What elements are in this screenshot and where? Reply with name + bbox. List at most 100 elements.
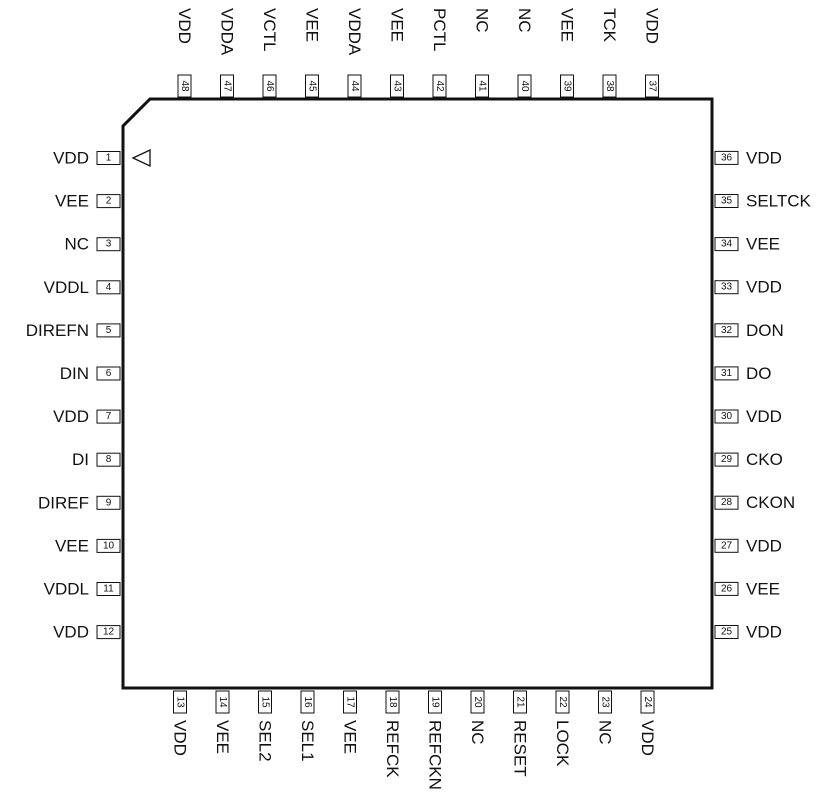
pin-box bbox=[390, 74, 404, 98]
pin-box bbox=[475, 74, 489, 98]
pin-number: 10 bbox=[103, 540, 115, 551]
pin-label: VDD bbox=[746, 148, 782, 167]
pin-box bbox=[96, 151, 121, 165]
pin-label: VDD bbox=[53, 623, 89, 642]
pin-number: 11 bbox=[103, 584, 114, 595]
pin-number: 46 bbox=[264, 80, 275, 92]
pin-label: VDD bbox=[53, 149, 89, 168]
pin-box bbox=[714, 323, 739, 338]
pin-box bbox=[645, 74, 659, 98]
pin-label: DIREFN bbox=[26, 321, 89, 340]
pin-label: REFCKN bbox=[426, 720, 445, 790]
pin-label: VEE bbox=[558, 8, 577, 42]
pin-label: DIREF bbox=[38, 493, 89, 512]
pins-group: 1 VDD 2 VEE 3 NC 4 VDDL 5 DIREFN 6 DIN 7 VDD 8 DI 9 DIREF… bbox=[26, 8, 812, 790]
pin-number: 45 bbox=[307, 80, 318, 92]
pin-label: NC bbox=[515, 8, 534, 33]
pin-box bbox=[96, 538, 121, 553]
pin-label: VDD bbox=[746, 536, 782, 555]
pin-number: 42 bbox=[434, 80, 445, 92]
pin-box bbox=[96, 323, 121, 338]
pin-number: 23 bbox=[600, 696, 611, 708]
pin-label: VEE bbox=[388, 8, 407, 42]
pin-number: 29 bbox=[721, 454, 733, 465]
pin-label: TCK bbox=[600, 8, 619, 43]
pin-box bbox=[385, 690, 400, 714]
pin-label: NC bbox=[473, 8, 492, 33]
pin-box bbox=[714, 366, 739, 381]
pin-box bbox=[215, 690, 230, 714]
pin-box bbox=[432, 74, 447, 98]
pin-number: 1 bbox=[106, 153, 112, 164]
pin-number: 18 bbox=[387, 696, 398, 708]
pin-label: DON bbox=[746, 321, 784, 340]
pin-number: 38 bbox=[604, 80, 615, 92]
pin-box bbox=[598, 690, 612, 714]
pin-label: VEE bbox=[55, 536, 89, 555]
pin-label: VDD bbox=[746, 278, 782, 297]
pin-number: 12 bbox=[103, 627, 115, 638]
pin-label: SEL2 bbox=[256, 720, 275, 762]
pin-box bbox=[96, 409, 121, 424]
pin-label: VDD bbox=[175, 8, 194, 44]
pin-number: 30 bbox=[721, 411, 733, 422]
pin-number: 22 bbox=[557, 696, 568, 708]
pin-label: VCTL bbox=[260, 8, 279, 51]
pin-number: 40 bbox=[519, 80, 530, 92]
pin-label: DI bbox=[72, 450, 89, 469]
pin-box bbox=[470, 690, 485, 714]
pin-label: CKO bbox=[746, 450, 783, 469]
pin-number: 19 bbox=[430, 696, 441, 708]
pin-box bbox=[714, 625, 739, 639]
pin-label: VEE bbox=[341, 720, 360, 754]
pin-number: 34 bbox=[721, 239, 733, 250]
pin-label: VDDL bbox=[44, 278, 89, 297]
pin-label: VDD bbox=[53, 407, 89, 426]
pin-label: NC bbox=[596, 720, 615, 745]
pin-box bbox=[640, 690, 655, 714]
pin-label: VDDL bbox=[44, 580, 89, 599]
pin-box bbox=[96, 366, 121, 381]
pin-label: REFCK bbox=[383, 720, 402, 778]
pin-box bbox=[714, 495, 739, 510]
pin-box bbox=[513, 690, 527, 714]
pin-number: 26 bbox=[721, 583, 733, 594]
pin-box bbox=[714, 150, 739, 165]
pin-box bbox=[602, 74, 617, 98]
pin-box bbox=[428, 690, 442, 714]
pin-box bbox=[714, 538, 739, 553]
pin-box bbox=[177, 74, 192, 98]
pin-box bbox=[517, 74, 532, 98]
pin-label: VDD bbox=[746, 407, 782, 426]
pin-label: VDDA bbox=[218, 8, 237, 56]
pin-number: 25 bbox=[721, 627, 733, 638]
pin-box bbox=[714, 194, 739, 208]
pin-number: 9 bbox=[106, 497, 112, 508]
pin-number: 3 bbox=[106, 239, 112, 250]
pin-number: 4 bbox=[106, 282, 112, 293]
pin-box bbox=[714, 237, 739, 252]
pin-number: 5 bbox=[106, 325, 112, 336]
pin-box bbox=[305, 74, 319, 98]
pin-number: 20 bbox=[472, 696, 483, 708]
pin-label: SELTCK bbox=[746, 192, 812, 211]
pin-label: PCTL bbox=[430, 8, 449, 51]
pin-number: 17 bbox=[345, 696, 356, 708]
pin-number: 36 bbox=[721, 152, 733, 163]
pin-number: 43 bbox=[392, 80, 403, 92]
pin-number: 13 bbox=[175, 696, 186, 708]
pin-label: NC bbox=[468, 720, 487, 745]
pin-box bbox=[343, 690, 357, 714]
pin-number: 31 bbox=[721, 368, 733, 379]
pin-label: RESET bbox=[511, 720, 530, 777]
pin1-marker-icon bbox=[131, 148, 151, 168]
pin-label: VEE bbox=[303, 8, 322, 42]
pin-number: 8 bbox=[106, 454, 112, 465]
pin-box bbox=[300, 690, 315, 714]
pin-label: VEE bbox=[746, 235, 780, 254]
pin-box bbox=[96, 582, 121, 596]
pin-number: 47 bbox=[222, 80, 233, 92]
pin-label: VEE bbox=[55, 192, 89, 211]
pin-box bbox=[555, 690, 570, 714]
